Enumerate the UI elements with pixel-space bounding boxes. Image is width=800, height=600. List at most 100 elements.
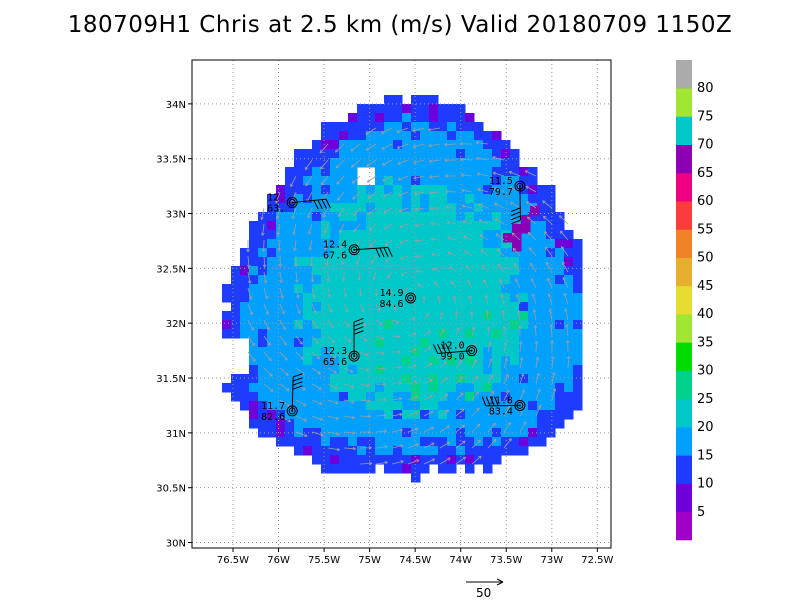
field-cell [402, 392, 412, 402]
wind-vector [543, 231, 553, 241]
field-cell [393, 221, 403, 231]
wind-vector-head [336, 432, 340, 436]
field-cell [330, 302, 340, 312]
colorbar-label: 45 [697, 279, 714, 294]
field-cell [501, 275, 511, 285]
wind-vector [359, 399, 371, 402]
field-cell [357, 221, 367, 231]
field-cell [267, 401, 277, 411]
field-cell [384, 302, 394, 312]
field-cell [456, 194, 466, 204]
field-cell [420, 185, 430, 195]
wind-vector-head [383, 210, 387, 214]
field-cell [447, 167, 457, 177]
field-cell [330, 365, 340, 375]
field-cell [429, 194, 439, 204]
wind-vector [307, 207, 313, 219]
wind-vector [493, 187, 505, 193]
wind-vector-head [368, 446, 372, 450]
wind-vector [327, 367, 337, 374]
field-cell [465, 428, 475, 438]
field-cell [438, 401, 448, 411]
field-cell [258, 329, 268, 339]
wind-vector-head [566, 355, 571, 360]
field-cell [393, 293, 403, 303]
field-cell [546, 383, 556, 393]
field-cell [492, 338, 502, 348]
field-cell [519, 347, 529, 357]
field-cell [537, 266, 547, 276]
field-cell [537, 338, 547, 348]
field-cell [330, 140, 340, 150]
wind-vector [413, 175, 425, 179]
wind-barb-flag [292, 381, 303, 386]
field-cell [330, 131, 340, 141]
field-cell [530, 206, 540, 216]
field-cell [521, 224, 531, 234]
field-cell [438, 464, 448, 474]
wind-vector [453, 295, 457, 305]
wind-vector-head [464, 250, 468, 254]
wind-vector [492, 172, 505, 177]
field-cell [366, 410, 376, 420]
wind-vector-head [302, 387, 306, 391]
wind-vector-head [562, 277, 566, 281]
field-cell [501, 437, 511, 447]
wind-vector-head [371, 260, 375, 264]
field-cell [303, 275, 313, 285]
wind-vector-head [429, 394, 434, 399]
wind-vector-head [319, 149, 323, 154]
x-tick-label: 75.5W [308, 555, 340, 566]
field-cell [366, 356, 376, 366]
field-cell [447, 446, 457, 456]
field-cell [384, 194, 394, 204]
field-cell [438, 122, 448, 132]
wind-vector [247, 271, 251, 284]
field-cell [330, 329, 340, 339]
field-cell [501, 365, 511, 375]
field-cell [474, 356, 484, 366]
field-cell [447, 176, 457, 186]
field-cell [366, 113, 376, 123]
wind-vector-head [365, 353, 369, 357]
field-cell [483, 149, 493, 159]
field-cell [312, 374, 322, 384]
wind-vector-head [414, 395, 418, 400]
field-cell [240, 293, 250, 303]
wind-vector [311, 271, 314, 282]
wind-vector [423, 346, 432, 353]
field-cell [384, 248, 394, 258]
field-cell [240, 248, 250, 258]
wind-vector [340, 239, 345, 250]
wind-vector [476, 157, 489, 161]
colorbar-label: 50 [697, 251, 714, 266]
field-cell [402, 410, 412, 420]
wind-vector-head [412, 317, 416, 321]
field-cell [348, 329, 358, 339]
field-cell [420, 230, 430, 240]
field-cell [393, 257, 403, 267]
wind-vector-head [414, 207, 418, 212]
field-cell [456, 302, 466, 312]
field-cell [366, 284, 376, 294]
wind-vector-head [252, 358, 256, 362]
wind-vector-head [399, 412, 403, 417]
wind-vector [391, 429, 403, 433]
field-cell [285, 257, 295, 267]
field-cell [465, 149, 475, 159]
field-cell [519, 293, 529, 303]
wind-vector [407, 412, 418, 417]
wind-vector-head [413, 348, 417, 352]
field-cell [492, 347, 502, 357]
wind-vector-head [339, 245, 344, 250]
field-cell [546, 401, 556, 411]
wind-vector-head [382, 367, 386, 371]
field-cell [447, 239, 457, 249]
wind-vector-head [293, 247, 297, 251]
wind-vector-head [552, 372, 556, 376]
field-cell [429, 230, 439, 240]
wind-vector [494, 218, 505, 225]
wind-vector-head [380, 130, 385, 134]
field-cell [321, 212, 331, 222]
field-cell [447, 437, 457, 447]
